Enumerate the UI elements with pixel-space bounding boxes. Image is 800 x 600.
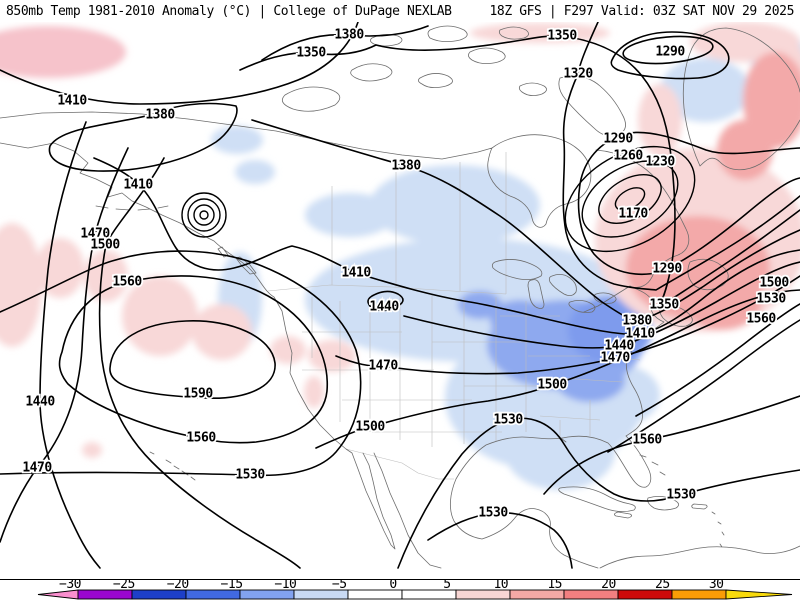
contour-small-low-ring3 (187, 198, 221, 232)
contour-label-1440: 1440 (604, 339, 634, 354)
contour-1440-main (403, 261, 800, 349)
contour-1230-ring (581, 160, 679, 238)
contour-label-1530: 1530 (493, 413, 523, 428)
colorbar-tick-label: 5 (443, 579, 450, 592)
contour-1290-arctic-oval (622, 35, 714, 65)
contour-1440-nw (39, 121, 101, 569)
contour-1590-high (109, 320, 276, 399)
contour-label-1170: 1170 (618, 207, 648, 222)
contour-1440-pocket (367, 290, 404, 312)
contour-label-1590: 1590 (183, 387, 213, 402)
model-run-info: 18Z GFS | F297 Valid: 03Z SAT NOV 29 202… (489, 3, 795, 19)
contour-label-1560: 1560 (746, 312, 776, 327)
contour-1560-florida-dome (543, 395, 800, 495)
contour-small-low-ring4 (181, 192, 227, 238)
contour-label-1500: 1500 (537, 378, 567, 393)
contour-label-1500: 1500 (759, 276, 789, 291)
contour-label-1380: 1380 (622, 314, 652, 329)
contour-label-1290: 1290 (652, 262, 682, 277)
contour-label-1230: 1230 (645, 155, 675, 170)
colorbar-tick-label: 20 (601, 579, 616, 592)
colorbar-scale: −30 −25 −20 −15 −10 −5 0 5 10 15 20 25 30 (37, 579, 793, 600)
contour-label-1560: 1560 (632, 433, 662, 448)
contour-1530-gulf (397, 417, 800, 569)
colorbar-tick-label: 0 (389, 579, 396, 592)
contour-label-1470: 1470 (600, 351, 630, 366)
contour-label-1410: 1410 (57, 94, 87, 109)
colorbar-tick-label: −30 (59, 579, 81, 592)
colorbar-tick-label: 10 (493, 579, 508, 592)
colorbar-tick-label: −20 (167, 579, 189, 592)
contour-label-1470: 1470 (22, 461, 52, 476)
contour-label-1380: 1380 (145, 108, 175, 123)
contour-label-1380: 1380 (334, 28, 364, 43)
contour-1200-ring (598, 174, 662, 224)
contour-label-1500: 1500 (90, 238, 120, 253)
contour-label-1350: 1350 (547, 29, 577, 44)
contour-small-low-ring2 (193, 204, 215, 226)
contour-labels-layer: 1410138014101350138013801350129013201290… (21, 26, 792, 523)
contour-label-1470: 1470 (368, 359, 398, 374)
contour-1500-main (315, 289, 800, 449)
contour-label-1290: 1290 (655, 45, 685, 60)
contour-label-1500: 1500 (355, 420, 385, 435)
contour-1530-mexico (427, 511, 573, 569)
contour-small-low-ring1 (199, 210, 209, 220)
contour-1320-main (562, 22, 800, 291)
contour-1560-pacific (58, 275, 328, 444)
colorbar-tick-label: −5 (332, 579, 347, 592)
contour-label-1410: 1410 (341, 266, 371, 281)
contour-label-1530: 1530 (666, 488, 696, 503)
contour-1410-main (93, 157, 800, 336)
contour-1530-fan (635, 303, 800, 417)
contour-1380-alaska-loop (48, 102, 238, 172)
map-title: 850mb Temp 1981-2010 Anomaly (°C) | Coll… (6, 3, 452, 19)
contour-label-1350: 1350 (649, 298, 679, 313)
contour-label-1530: 1530 (478, 506, 508, 521)
colorbar-tick-label: 30 (709, 579, 724, 592)
contour-label-1410: 1410 (625, 327, 655, 342)
contour-label-1470: 1470 (80, 227, 110, 242)
contour-label-1440: 1440 (25, 395, 55, 410)
title-bar: 850mb Temp 1981-2010 Anomaly (°C) | Coll… (0, 0, 800, 22)
contour-1530-pacific (0, 250, 362, 477)
contour-label-1440: 1440 (369, 300, 399, 315)
contour-1380-arctic-arc (261, 25, 429, 61)
colorbar-tick-label: −10 (274, 579, 296, 592)
colorbar-above-max-arrow (725, 589, 793, 600)
contour-label-1530: 1530 (756, 292, 786, 307)
colorbar-tick-label: 15 (547, 579, 562, 592)
contour-1410-alaska (0, 22, 359, 105)
contour-label-1380: 1380 (391, 159, 421, 174)
contour-label-1410: 1410 (123, 178, 153, 193)
coastlines (0, 25, 800, 569)
colorbar-tick-label: −25 (113, 579, 135, 592)
contour-label-1560: 1560 (112, 275, 142, 290)
contour-1380-trough (251, 119, 800, 322)
colorbar-tick-label: 25 (655, 579, 670, 592)
contour-label-1530: 1530 (235, 468, 265, 483)
anomaly-shading-layer (0, 22, 800, 490)
contour-1320-arctic-loop (610, 31, 730, 80)
contour-layer (0, 22, 800, 569)
contour-1170-ring (614, 187, 646, 211)
anomaly-map: 1410138014101350138013801350129013201290… (0, 22, 800, 580)
contour-1290-low-ring (577, 131, 800, 276)
contour-label-1260: 1260 (613, 149, 643, 164)
contour-1500-nw (98, 157, 301, 569)
contour-1260-ring (564, 145, 696, 253)
contour-label-1560: 1560 (186, 431, 216, 446)
contour-1470-nw (0, 147, 129, 543)
contour-1470-main (335, 275, 800, 375)
contour-1560-fan (607, 319, 800, 453)
colorbar-tick-label: −15 (221, 579, 243, 592)
contour-label-1290: 1290 (603, 132, 633, 147)
contour-label-1320: 1320 (563, 67, 593, 82)
contour-label-1350: 1350 (296, 46, 326, 61)
